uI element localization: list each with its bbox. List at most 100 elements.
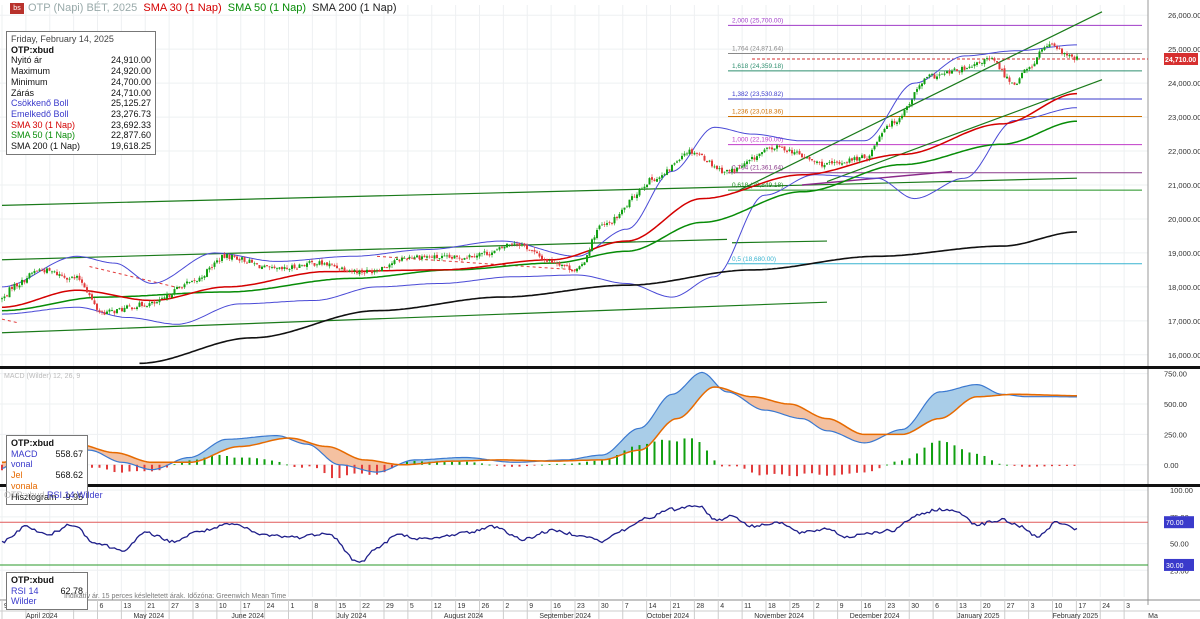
macd-fill	[184, 457, 187, 463]
x-axis-day-label: 29	[386, 603, 394, 610]
candle-body	[831, 161, 833, 164]
dashed-trend-line	[1, 318, 18, 324]
candle-body	[741, 166, 743, 168]
macd-histogram-bar	[721, 464, 723, 467]
macd-fill	[342, 451, 345, 466]
macd-fill	[409, 460, 412, 465]
macd-histogram-bar	[218, 454, 221, 465]
candle-body	[678, 159, 681, 161]
macd-histogram-bar	[908, 458, 911, 465]
candle-body	[1021, 72, 1023, 78]
candle-body	[93, 300, 96, 305]
macd-fill	[247, 437, 250, 447]
macd-fill	[899, 429, 902, 435]
candle-body	[336, 265, 338, 269]
macd-histogram-bar	[323, 464, 326, 474]
trend-channel-line	[826, 79, 1103, 183]
x-axis-day-label: 10	[1055, 603, 1063, 610]
candle-body	[956, 69, 958, 72]
macd-fill	[357, 458, 360, 469]
legend-sma200[interactable]: SMA 200 (1 Nap)	[312, 2, 397, 14]
candle-body	[1028, 67, 1031, 70]
x-axis-day-label: 15	[338, 603, 346, 610]
panel-separator	[0, 484, 1200, 487]
macd-histogram-bar	[458, 461, 461, 465]
macd-fill	[757, 397, 760, 410]
macd-fill	[324, 446, 327, 458]
macd-histogram-bar	[653, 441, 656, 465]
macd-histogram-bar	[346, 464, 348, 476]
macd-fill	[969, 384, 972, 400]
candle-body	[988, 58, 991, 60]
candle-body	[323, 263, 326, 265]
candle-body	[393, 260, 396, 264]
candle-body	[828, 161, 831, 163]
x-axis-day-label: 5	[410, 603, 414, 610]
fibonacci-level-label: 0,5 (18,680.00)	[732, 256, 776, 263]
candle-body	[416, 255, 418, 258]
candle-body	[903, 109, 906, 116]
panel-separator	[0, 366, 1200, 369]
macd-histogram-bar	[203, 457, 206, 465]
macd-fill	[952, 389, 955, 413]
candle-body	[1053, 43, 1056, 46]
macd-fill	[964, 385, 967, 403]
candle-body	[58, 274, 61, 276]
macd-fill	[704, 372, 707, 393]
macd-fill	[597, 455, 600, 460]
legend-sma30[interactable]: SMA 30 (1 Nap)	[143, 2, 222, 14]
macd-fill	[119, 453, 122, 463]
macd-histogram-bar	[856, 464, 858, 473]
macd-histogram-bar	[503, 464, 506, 467]
candle-body	[158, 299, 161, 303]
candle-body	[446, 255, 448, 257]
candle-body	[396, 258, 398, 260]
candle-body	[936, 76, 938, 80]
candle-body	[23, 280, 26, 283]
x-axis-day-label: 26	[482, 603, 490, 610]
candle-body	[638, 189, 641, 196]
macd-fill	[939, 391, 942, 419]
candle-body	[403, 257, 406, 259]
macd-histogram-bar	[698, 442, 701, 465]
price-tick-label: 18,000.00	[1168, 283, 1200, 292]
macd-fill	[799, 406, 802, 419]
macd-fill	[462, 457, 465, 462]
macd-fill	[267, 435, 270, 442]
candle-body	[476, 255, 478, 258]
legend-sma50[interactable]: SMA 50 (1 Nap)	[227, 2, 307, 14]
macd-histogram-bar	[826, 464, 828, 476]
candle-body	[516, 243, 518, 245]
macd-histogram-bar	[796, 464, 798, 477]
candle-body	[21, 279, 23, 285]
candle-body	[198, 277, 201, 282]
candle-body	[931, 73, 933, 75]
info-row-open: Nyitó ár 24,910.00	[11, 55, 151, 66]
candle-body	[991, 57, 993, 59]
fibonacci-level-label: 2,000 (25,700.00)	[732, 17, 783, 24]
x-axis-day-label: 3	[1031, 603, 1035, 610]
macd-fill	[624, 435, 627, 454]
candle-body	[1051, 43, 1053, 45]
macd-fill	[344, 452, 347, 466]
candle-body	[361, 269, 363, 273]
candle-body	[748, 160, 751, 162]
macd-fill	[204, 449, 207, 459]
candle-body	[163, 297, 166, 299]
candle-body	[103, 311, 106, 315]
candle-body	[291, 265, 293, 269]
candle-body	[311, 260, 313, 263]
macd-fill	[132, 456, 135, 466]
macd-fill	[832, 419, 835, 433]
x-axis-day-label: 3	[1126, 603, 1130, 610]
macd-histogram-bar	[803, 464, 806, 474]
candle-body	[128, 305, 131, 307]
candle-body	[853, 157, 856, 160]
candle-body	[566, 265, 568, 267]
candle-body	[511, 243, 513, 245]
macd-histogram-bar	[286, 464, 288, 466]
x-axis-day-label: 14	[649, 603, 657, 610]
macd-fill	[659, 401, 662, 433]
candle-body	[863, 154, 866, 158]
